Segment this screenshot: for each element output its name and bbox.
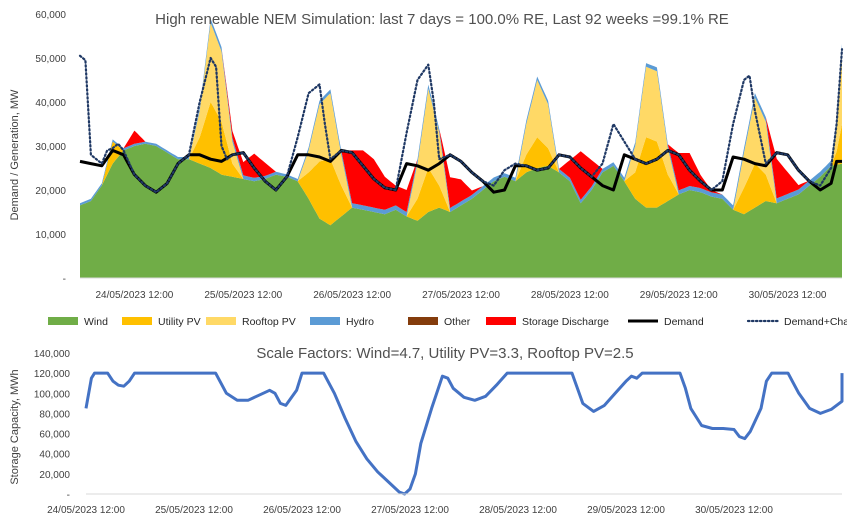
x-tick-label: 30/05/2023 12:00: [749, 290, 827, 301]
legend-label: Rooftop PV: [242, 316, 296, 328]
y-tick-label: 120,000: [34, 369, 71, 380]
area-wind: [80, 143, 842, 278]
demand-lines: [78, 48, 844, 194]
x-tick-label: 24/05/2023 12:00: [95, 290, 173, 301]
y-tick-label: -: [63, 274, 66, 285]
legend-label: Demand: [664, 316, 704, 328]
x-tick-label: 26/05/2023 12:00: [313, 290, 391, 301]
legend: Wind Utility PV Rooftop PV Hydro Other Storag…: [48, 316, 847, 328]
y-tick-labels: - 10,000 20,000 30,000 40,000 50,000 60,000: [35, 10, 66, 285]
legend-label: Utility PV: [158, 316, 201, 328]
y-tick-label: 10,000: [35, 230, 66, 241]
legend-swatch: [408, 317, 438, 325]
x-tick-label: 30/05/2023 12:00: [695, 505, 773, 516]
x-tick-label: 25/05/2023 12:00: [204, 290, 282, 301]
x-tick-label: 27/05/2023 12:00: [422, 290, 500, 301]
x-tick-label: 28/05/2023 12:00: [479, 505, 557, 516]
legend-item: Demand+Charge: [746, 316, 847, 328]
generation-stacked-areas: [80, 18, 842, 278]
area-hydro: [80, 18, 842, 217]
y-tick-label: 20,000: [35, 186, 66, 197]
y-tick-label: 40,000: [35, 98, 66, 109]
legend-swatch: [310, 317, 340, 325]
y-tick-label: 80,000: [39, 409, 70, 420]
y-tick-label: 20,000: [39, 470, 70, 481]
x-tick-label: 26/05/2023 12:00: [263, 505, 341, 516]
storage-line: [84, 371, 844, 496]
legend-swatch: [122, 317, 152, 325]
area-rooftop-pv: [80, 22, 842, 217]
line-demand-charge: [78, 48, 844, 194]
y-tick-label: 40,000: [39, 450, 70, 461]
legend-label: Wind: [84, 316, 108, 328]
y-tick-label: 100,000: [34, 389, 71, 400]
legend-label: Other: [444, 316, 471, 328]
y-tick-label: 30,000: [35, 142, 66, 153]
area-utility-pv: [80, 102, 842, 226]
y-tick-label: 60,000: [39, 430, 70, 441]
x-tick-label: 25/05/2023 12:00: [155, 505, 233, 516]
storage-chart: - 20,000 40,000 60,000 80,000 100,000 120,000 1…: [9, 345, 844, 516]
legend-swatch: [206, 317, 236, 325]
y-tick-labels: - 20,000 40,000 60,000 80,000 100,000 120,000 1…: [34, 349, 71, 501]
legend-item: Demand: [628, 316, 704, 328]
legend-label: Demand+Charge: [784, 316, 847, 328]
legend-item: Rooftop PV: [206, 316, 296, 328]
x-tick-label: 27/05/2023 12:00: [371, 505, 449, 516]
legend-item: Storage Discharge: [486, 316, 609, 328]
legend-item: Other: [408, 316, 471, 328]
x-tick-label: 29/05/2023 12:00: [587, 505, 665, 516]
x-tick-label: 28/05/2023 12:00: [531, 290, 609, 301]
legend-label: Hydro: [346, 316, 374, 328]
x-tick-label: 24/05/2023 12:00: [47, 505, 125, 516]
x-tick-label: 29/05/2023 12:00: [640, 290, 718, 301]
y-tick-label: -: [67, 490, 70, 501]
y-axis-title: Storage Capacity, MWh: [9, 369, 21, 484]
chart-title: Scale Factors: Wind=4.7, Utility PV=3.3,…: [256, 345, 633, 362]
generation-chart: - 10,000 20,000 30,000 40,000 50,000 60,000 24…: [9, 10, 847, 328]
y-tick-label: 60,000: [35, 10, 66, 21]
legend-swatch: [486, 317, 516, 325]
x-tick-labels: 24/05/2023 12:00 25/05/2023 12:00 26/05/20…: [47, 505, 773, 516]
y-axis-title: Demand / Generation, MW: [9, 89, 21, 220]
y-tick-label: 140,000: [34, 349, 71, 360]
legend-swatch: [48, 317, 78, 325]
storage-capacity-line: [84, 371, 844, 496]
legend-item: Hydro: [310, 316, 374, 328]
chart-title: High renewable NEM Simulation: last 7 da…: [155, 11, 729, 28]
legend-item: Utility PV: [122, 316, 201, 328]
legend-label: Storage Discharge: [522, 316, 609, 328]
legend-item: Wind: [48, 316, 108, 328]
y-tick-label: 50,000: [35, 54, 66, 65]
x-tick-labels: 24/05/2023 12:00 25/05/2023 12:00 26/05/20…: [95, 290, 826, 301]
